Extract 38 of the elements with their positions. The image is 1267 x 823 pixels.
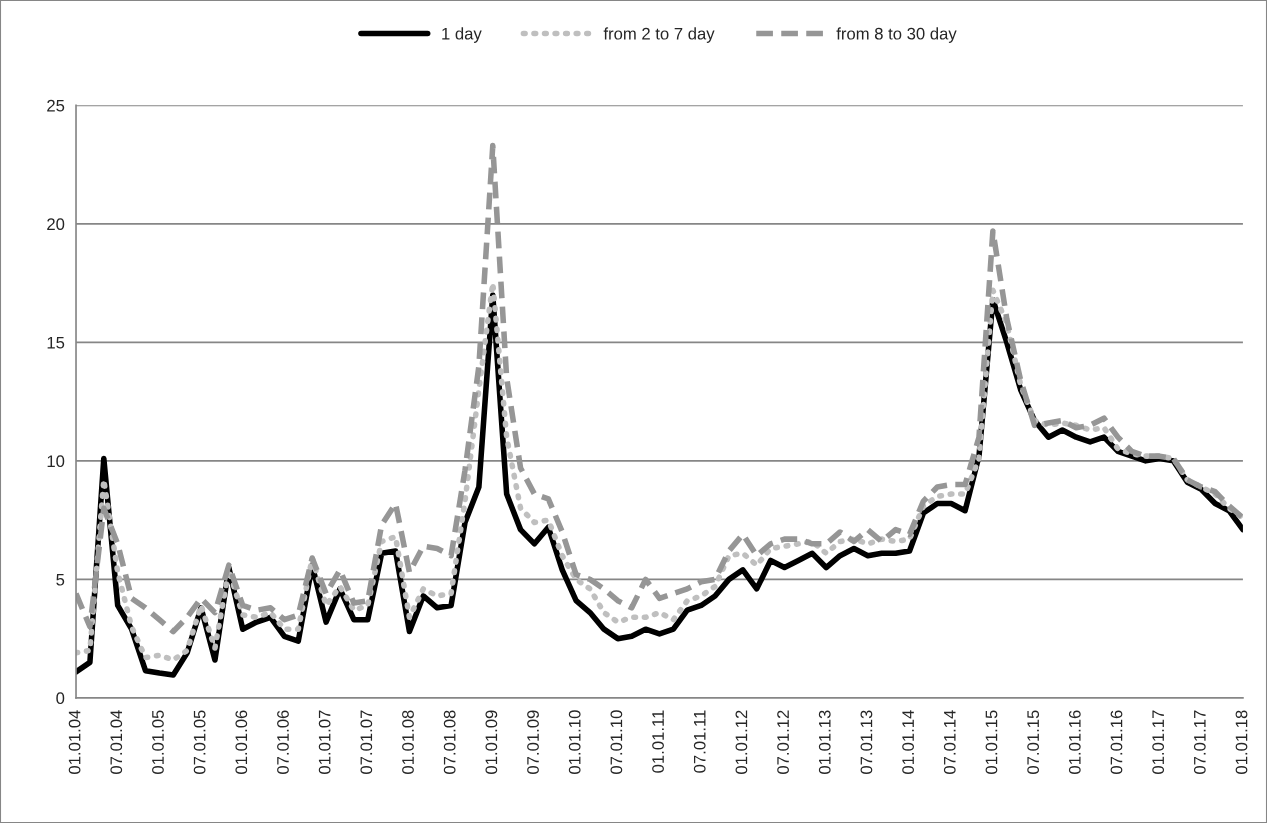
x-tick-label: 07.01.09 <box>527 710 539 774</box>
y-tick-label: 5 <box>56 573 65 586</box>
x-tick-label: 01.01.09 <box>485 710 498 774</box>
x-tick-label: 01.01.15 <box>985 710 998 774</box>
x-tick-label: 01.01.05 <box>152 710 164 774</box>
legend-label: from 8 to 30 day <box>836 27 957 43</box>
y-tick-label: 20 <box>47 218 65 231</box>
x-tick-label: 01.01.18 <box>1235 710 1248 774</box>
x-tick-label: 07.01.04 <box>110 710 123 774</box>
y-tick-label: 10 <box>47 455 65 468</box>
legend-label: from 2 to 7 day <box>603 27 715 43</box>
y-tick-label: 15 <box>47 336 65 349</box>
x-tick-label: 01.01.12 <box>735 710 748 774</box>
x-tick-label: 07.01.16 <box>1110 710 1123 774</box>
x-tick-label: 01.01.07 <box>318 710 331 774</box>
x-tick-label: 01.01.17 <box>1152 710 1165 774</box>
x-tick-label: 07.01.13 <box>860 710 873 774</box>
x-tick-label: 07.01.06 <box>277 710 289 774</box>
x-tick-label: 01.01.08 <box>402 710 414 774</box>
x-tick-label: 01.01.11 <box>652 710 664 773</box>
x-tick-label: 07.01.11 <box>693 710 706 773</box>
y-tick-label: 0 <box>56 692 65 705</box>
x-tick-label: 01.01.04 <box>68 710 81 774</box>
x-tick-label: 07.01.07 <box>360 710 373 774</box>
x-tick-label: 07.01.08 <box>443 710 456 774</box>
x-tick-label: 07.01.12 <box>777 710 789 774</box>
x-tick-label: 01.01.14 <box>902 710 914 774</box>
x-tick-label: 01.01.13 <box>818 710 831 774</box>
x-tick-label: 07.01.10 <box>610 710 623 774</box>
x-tick-label: 01.01.10 <box>568 710 581 774</box>
x-tick-label: 07.01.05 <box>193 710 206 774</box>
x-tick-label: 07.01.17 <box>1193 710 1206 774</box>
y-tick-label: 25 <box>47 99 65 112</box>
legend-label: 1 day <box>442 27 482 43</box>
x-tick-label: 01.01.16 <box>1068 710 1081 774</box>
x-tick-label: 01.01.06 <box>235 710 248 774</box>
x-tick-label: 07.01.14 <box>943 710 956 774</box>
x-tick-label: 07.01.15 <box>1027 710 1040 774</box>
